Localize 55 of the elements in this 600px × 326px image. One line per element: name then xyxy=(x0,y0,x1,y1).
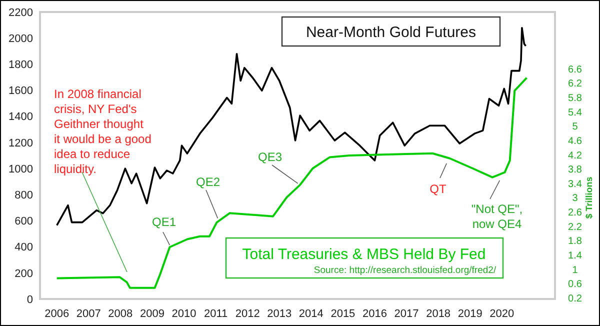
y2-tick-label: 1 xyxy=(572,264,578,276)
y2-tick-label: 1.8 xyxy=(568,236,582,248)
text: Near-Month Gold Futures xyxy=(306,24,476,41)
y2-tick-label: 2.6 xyxy=(568,208,582,219)
y2-tick-label: 4.2 xyxy=(568,150,582,162)
y-tick-label: 1200 xyxy=(8,137,33,150)
annotation: QE1 xyxy=(152,215,176,229)
x-tick-label: 2012 xyxy=(235,308,260,320)
annotation: "Not QE", now QE4 xyxy=(471,202,523,231)
y-tick-label: 200 xyxy=(14,268,33,280)
y2-tick-label: 5.4 xyxy=(568,107,582,118)
x-tick-label: 2019 xyxy=(458,308,482,320)
x-tick-label: 2009 xyxy=(140,308,164,320)
y2-tick-label: 5.8 xyxy=(568,93,582,104)
text: Total Treasuries & MBS Held By Fed xyxy=(242,246,486,263)
y2-tick-label: 2.2 xyxy=(568,222,582,233)
y2-tick-label: 6.6 xyxy=(568,64,582,76)
y2-tick-label: 1.4 xyxy=(568,250,582,262)
annotation: QT xyxy=(430,182,447,196)
y2-tick-label: 0.2 xyxy=(568,293,582,304)
y-tick-label: 0 xyxy=(26,294,33,306)
annotation: In 2008 financial crisis, NY Fed's Geithner thought it would be a good idea to reduce liquidity. xyxy=(54,87,152,176)
annotation: QE2 xyxy=(196,175,220,189)
x-tick-label: 2015 xyxy=(330,308,356,320)
x-tick-label: 2016 xyxy=(362,308,387,320)
y2-tick-label: 6.2 xyxy=(568,78,582,90)
x-tick-label: 2008 xyxy=(108,308,133,320)
y2-tick-label: 3.8 xyxy=(568,164,582,176)
x-tick-label: 2010 xyxy=(172,308,196,320)
x-tick-label: 2017 xyxy=(394,308,419,320)
y2-tick-label: 0.6 xyxy=(568,279,582,290)
annotation: Source: http://research.stlouisfed.org/fred2/ xyxy=(314,265,496,276)
y-tick-label: 400 xyxy=(14,242,33,254)
y-tick-label: 800 xyxy=(14,189,33,202)
x-tick-label: 2007 xyxy=(76,308,101,320)
y-tick-label: 600 xyxy=(14,216,33,228)
y-tick-label: 1800 xyxy=(8,59,33,72)
x-tick-label: 2018 xyxy=(426,308,451,320)
y-tick-label: 1400 xyxy=(8,111,33,124)
y2-tick-label: 3 xyxy=(572,193,578,204)
y2-tick-label: 4.6 xyxy=(568,136,582,147)
line-series xyxy=(56,76,528,289)
y-tick-label: 2000 xyxy=(8,32,33,45)
y-tick-label: 2200 xyxy=(8,6,33,19)
y2-tick-label: 3.4 xyxy=(568,178,582,190)
x-tick-label: 2011 xyxy=(204,308,228,320)
x-tick-label: 2020 xyxy=(490,308,514,320)
x-tick-label: 2013 xyxy=(267,308,292,320)
y-tick-label: 1600 xyxy=(8,85,33,98)
x-tick-label: 2006 xyxy=(44,308,70,320)
y2-axis-title: $ Trillions xyxy=(584,176,594,219)
y2-tick-label: 5 xyxy=(572,122,578,133)
x-tick-label: 2014 xyxy=(298,308,324,320)
annotation: QE3 xyxy=(258,150,282,164)
y-tick-label: 1000 xyxy=(8,163,33,176)
